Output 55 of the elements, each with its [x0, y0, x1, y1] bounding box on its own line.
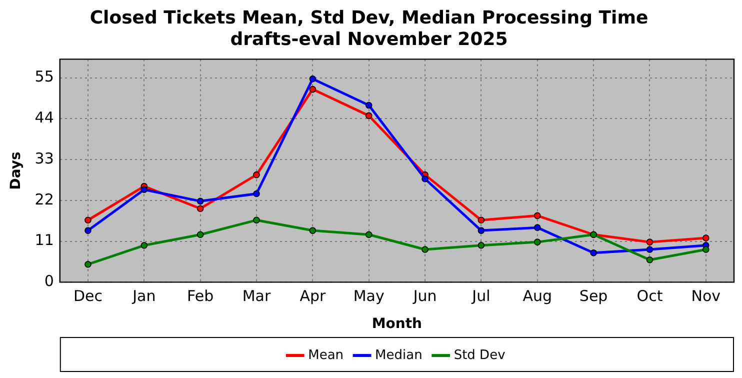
point [309, 227, 316, 234]
x-tick-label: Nov [691, 287, 721, 306]
legend-label: Median [375, 348, 422, 363]
y-axis-title: Days [8, 152, 24, 190]
x-tick-label: Aug [522, 287, 552, 306]
point [422, 175, 428, 182]
x-tick-label: Jan [132, 287, 156, 306]
point [84, 216, 92, 224]
point [196, 205, 204, 212]
point [196, 198, 204, 205]
point [253, 190, 260, 198]
x-tick-label: Sep [579, 287, 608, 306]
point [253, 171, 260, 178]
point [365, 231, 372, 238]
point [646, 256, 654, 264]
point [84, 227, 92, 234]
point [196, 231, 204, 238]
y-tick-label: 22 [34, 190, 54, 208]
point [309, 76, 316, 82]
y-tick-label: 33 [34, 149, 54, 168]
x-axis-title: Month [372, 316, 422, 332]
point [365, 102, 372, 109]
point [478, 227, 485, 234]
legend-label: Std Dev [454, 348, 506, 363]
x-tick-label: Jun [412, 287, 437, 306]
y-tick-label: 0 [44, 272, 54, 290]
point [309, 86, 316, 93]
y-tick-label: 55 [34, 68, 54, 86]
point [140, 242, 148, 249]
point [534, 212, 541, 220]
point [702, 246, 710, 253]
point [646, 246, 654, 253]
x-tick-label: Jul [471, 287, 490, 306]
legend-label: Mean [308, 348, 344, 363]
point [84, 260, 92, 268]
point [365, 112, 372, 120]
y-tick-label: 11 [34, 231, 54, 250]
point [646, 238, 654, 246]
point [534, 224, 541, 231]
chart-title: Closed Tickets Mean, Std Dev, Median Processing Time drafts-eval November 2025 [90, 7, 648, 50]
point [478, 242, 485, 249]
point [590, 249, 597, 256]
point [422, 246, 428, 253]
point [478, 216, 485, 224]
y-tick-label: 44 [34, 108, 54, 127]
point [534, 238, 541, 246]
x-tick-label: May [353, 287, 384, 306]
point [702, 234, 710, 242]
x-tick-label: Apr [300, 287, 326, 306]
point [140, 186, 148, 194]
x-tick-label: Mar [242, 287, 272, 306]
x-tick-label: Dec [73, 287, 102, 306]
x-tick-label: Feb [187, 287, 214, 306]
point [253, 216, 260, 224]
x-tick-label: Oct [636, 287, 663, 306]
